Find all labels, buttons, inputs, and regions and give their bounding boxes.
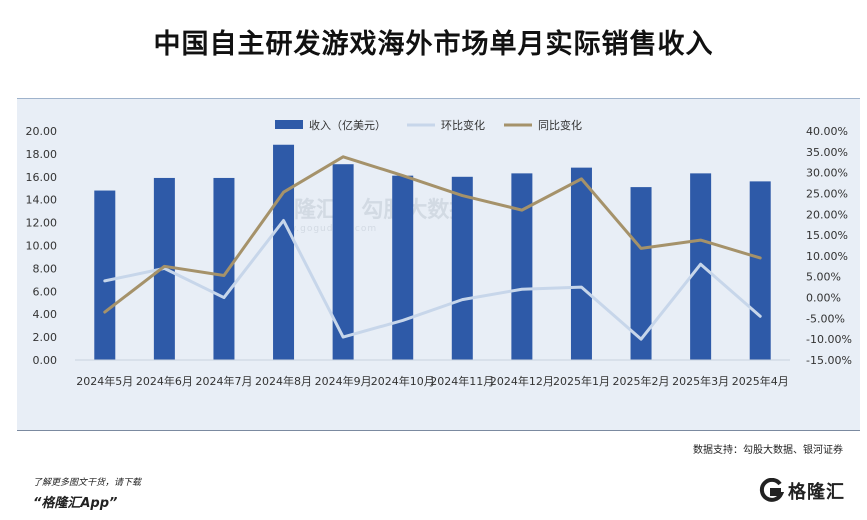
top-divider — [17, 98, 860, 99]
bottom-divider — [17, 430, 860, 431]
left-tick-label: 16.00 — [26, 171, 58, 184]
x-tick-label: 2025年4月 — [732, 374, 789, 388]
x-tick-label: 2025年3月 — [672, 374, 729, 388]
right-tick-label: 40.00% — [806, 125, 848, 138]
logo-icon — [758, 477, 785, 504]
left-tick-label: 12.00 — [26, 217, 58, 230]
legend-label-mom: 环比变化 — [441, 118, 485, 132]
left-tick-label: 4.00 — [33, 308, 58, 321]
chart-svg: 收入（亿美元） 环比变化 同比变化 0.00 2.00 4.00 6.00 8.00 10.0… — [26, 118, 852, 388]
footer — [0, 462, 867, 520]
right-tick-label: -5.00% — [806, 312, 845, 325]
footer-app-name[interactable]: “格隆汇App” — [33, 496, 118, 511]
bar-revenue — [213, 177, 235, 360]
right-tick-label: 5.00% — [806, 271, 841, 284]
left-tick-label: 14.00 — [26, 194, 58, 207]
x-tick-label: 2024年8月 — [255, 374, 312, 388]
x-tick-label: 2024年6月 — [136, 374, 193, 388]
bar-revenue — [451, 176, 473, 360]
x-tick-label: 2024年9月 — [315, 374, 372, 388]
right-tick-label: -10.00% — [806, 333, 852, 346]
left-tick-label: 10.00 — [26, 240, 58, 253]
line-mom-change — [103, 219, 762, 341]
x-tick-label: 2025年2月 — [613, 374, 670, 388]
left-tick-label: 18.00 — [26, 148, 58, 161]
bar-revenue — [570, 167, 592, 360]
right-tick-label: 15.00% — [806, 229, 848, 242]
legend: 收入（亿美元） 环比变化 同比变化 — [275, 118, 582, 132]
right-tick-label: -15.00% — [806, 354, 852, 367]
bar-revenue — [332, 164, 354, 360]
chart-title: 中国自主研发游戏海外市场单月实际销售收入 — [153, 29, 714, 60]
x-tick-label: 2024年12月 — [490, 374, 554, 388]
left-tick-label: 0.00 — [33, 354, 58, 367]
bar-revenue — [94, 190, 116, 360]
right-tick-label: 20.00% — [806, 208, 848, 221]
left-tick-label: 6.00 — [33, 285, 58, 298]
x-tick-label: 2025年1月 — [553, 374, 610, 388]
right-tick-label: 10.00% — [806, 250, 848, 263]
right-tick-label: 25.00% — [806, 187, 848, 200]
legend-label-revenue: 收入（亿美元） — [309, 118, 386, 132]
bar-revenue — [392, 175, 414, 360]
line-series — [103, 155, 762, 341]
right-tick-label: 35.00% — [806, 146, 848, 159]
left-tick-label: 8.00 — [33, 262, 58, 275]
x-tick-label: 2024年5月 — [76, 374, 133, 388]
legend-swatch-revenue — [275, 120, 303, 129]
logo-text: 格隆汇 — [788, 482, 845, 503]
x-tick-label: 2024年10月 — [371, 374, 435, 388]
source-note: 数据支持：勾股大数据、银河证券 — [693, 445, 843, 456]
left-tick-label: 2.00 — [33, 331, 58, 344]
legend-label-yoy: 同比变化 — [538, 118, 582, 132]
bar-revenue — [511, 173, 533, 360]
footer-download-hint: 了解更多图文干货，请下载 — [33, 478, 142, 488]
x-axis: 2024年5月 2024年6月 2024年7月 2024年8月 2024年9月 2024年… — [75, 359, 790, 388]
bar-revenue — [690, 173, 712, 360]
bar-revenue — [273, 144, 295, 360]
x-tick-label: 2024年11月 — [430, 374, 494, 388]
bar-series — [94, 144, 771, 360]
brand-logo: 格隆汇 — [758, 476, 845, 506]
x-tick-label: 2024年7月 — [195, 374, 252, 388]
bar-revenue — [749, 181, 771, 360]
right-tick-label: 30.00% — [806, 167, 848, 180]
right-axis: -15.00% -10.00% -5.00% 0.00% 5.00% 10.00% 15.0… — [806, 125, 852, 367]
bar-revenue — [630, 187, 652, 360]
left-axis: 0.00 2.00 4.00 6.00 8.00 10.00 12.00 14.00 16.00… — [26, 125, 58, 367]
right-tick-label: 0.00% — [806, 292, 841, 305]
line-yoy-change — [103, 155, 762, 314]
left-tick-label: 20.00 — [26, 125, 58, 138]
